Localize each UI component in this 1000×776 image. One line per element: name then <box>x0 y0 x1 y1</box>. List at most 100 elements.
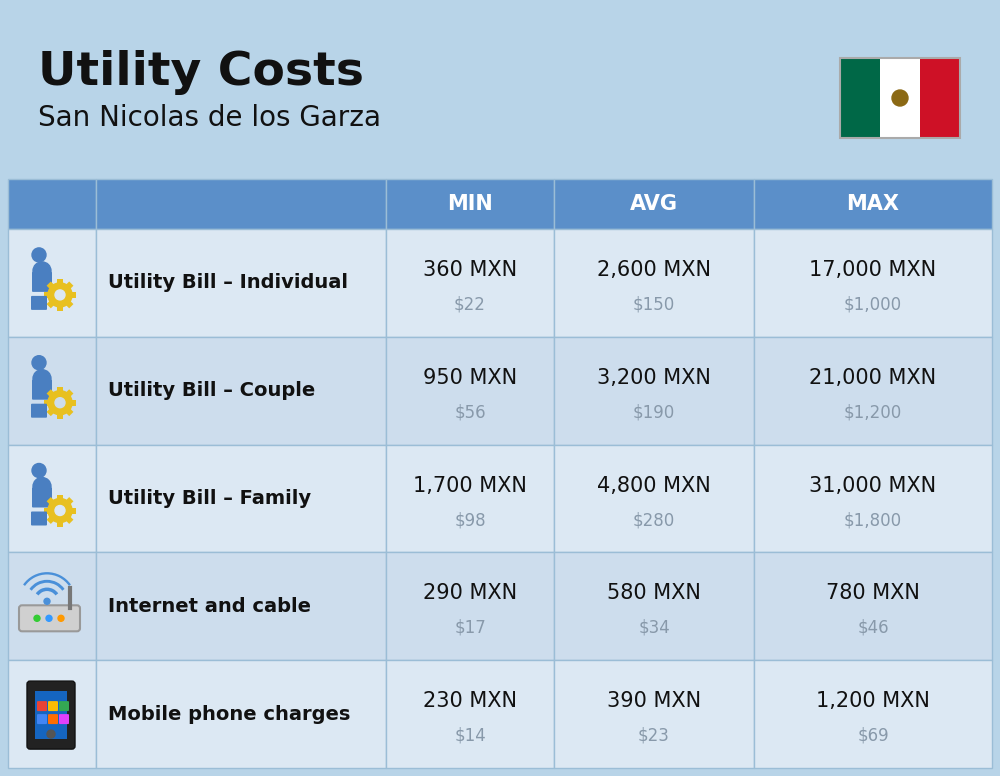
Bar <box>96 179 386 229</box>
Circle shape <box>34 615 40 622</box>
Bar <box>65 497 73 505</box>
Bar <box>754 660 992 768</box>
Circle shape <box>32 248 46 262</box>
Text: 31,000 MXN: 31,000 MXN <box>809 476 937 496</box>
Text: $190: $190 <box>633 404 675 421</box>
Bar <box>754 229 992 337</box>
Bar <box>96 229 386 337</box>
Text: Internet and cable: Internet and cable <box>108 597 311 616</box>
Bar <box>96 337 386 445</box>
Bar <box>386 553 554 660</box>
Bar <box>554 229 754 337</box>
Bar <box>880 58 920 138</box>
Text: MAX: MAX <box>846 194 900 214</box>
Bar <box>8 553 96 660</box>
FancyBboxPatch shape <box>48 701 58 711</box>
Bar <box>35 691 67 739</box>
Circle shape <box>55 290 65 300</box>
Text: 580 MXN: 580 MXN <box>607 584 701 604</box>
Bar <box>57 305 63 311</box>
FancyBboxPatch shape <box>59 701 69 711</box>
Text: 1,200 MXN: 1,200 MXN <box>816 691 930 711</box>
Text: MIN: MIN <box>447 194 493 214</box>
Text: Utility Costs: Utility Costs <box>38 50 364 95</box>
Bar <box>57 494 63 501</box>
Bar <box>754 179 992 229</box>
Bar <box>70 400 76 406</box>
FancyBboxPatch shape <box>32 272 52 292</box>
Bar <box>386 660 554 768</box>
FancyBboxPatch shape <box>37 701 47 711</box>
Bar <box>754 337 992 445</box>
Bar <box>96 445 386 553</box>
Text: 21,000 MXN: 21,000 MXN <box>809 368 937 388</box>
Circle shape <box>33 477 51 496</box>
Bar <box>386 445 554 553</box>
Text: 290 MXN: 290 MXN <box>423 584 517 604</box>
Bar <box>8 229 96 337</box>
Text: $56: $56 <box>454 404 486 421</box>
Circle shape <box>48 390 72 414</box>
FancyBboxPatch shape <box>48 714 58 724</box>
Circle shape <box>48 283 72 307</box>
Text: $14: $14 <box>454 726 486 745</box>
Bar <box>44 400 50 406</box>
Text: $1,000: $1,000 <box>844 296 902 314</box>
Bar <box>554 553 754 660</box>
Text: 950 MXN: 950 MXN <box>423 368 517 388</box>
Bar <box>57 279 63 285</box>
Bar <box>96 553 386 660</box>
Text: 780 MXN: 780 MXN <box>826 584 920 604</box>
FancyBboxPatch shape <box>31 404 47 417</box>
Text: 4,800 MXN: 4,800 MXN <box>597 476 711 496</box>
Text: San Nicolas de los Garza: San Nicolas de los Garza <box>38 104 381 132</box>
Bar <box>554 337 754 445</box>
Bar <box>65 300 73 308</box>
Bar <box>920 58 960 138</box>
Circle shape <box>33 262 51 280</box>
FancyBboxPatch shape <box>37 714 47 724</box>
Circle shape <box>44 598 50 605</box>
Bar <box>554 179 754 229</box>
Text: $69: $69 <box>857 726 889 745</box>
Bar <box>754 553 992 660</box>
Bar <box>8 337 96 445</box>
Circle shape <box>47 730 55 738</box>
Text: 3,200 MXN: 3,200 MXN <box>597 368 711 388</box>
Text: $1,200: $1,200 <box>844 404 902 421</box>
Text: 360 MXN: 360 MXN <box>423 260 517 280</box>
Text: Mobile phone charges: Mobile phone charges <box>108 705 350 723</box>
Bar <box>44 292 50 298</box>
Text: $34: $34 <box>638 619 670 637</box>
FancyBboxPatch shape <box>32 379 52 400</box>
Bar <box>70 292 76 298</box>
Text: $22: $22 <box>454 296 486 314</box>
Circle shape <box>58 615 64 622</box>
Text: $17: $17 <box>454 619 486 637</box>
Circle shape <box>55 398 65 407</box>
Bar <box>8 660 96 768</box>
Bar <box>65 390 73 398</box>
Bar <box>47 300 55 308</box>
Text: $280: $280 <box>633 511 675 529</box>
FancyBboxPatch shape <box>31 511 47 525</box>
Circle shape <box>32 463 46 477</box>
Bar <box>65 282 73 290</box>
Text: AVG: AVG <box>630 194 678 214</box>
Bar <box>57 521 63 526</box>
Bar <box>840 58 880 138</box>
Text: 2,600 MXN: 2,600 MXN <box>597 260 711 280</box>
Bar <box>44 508 50 514</box>
Text: $150: $150 <box>633 296 675 314</box>
Text: 230 MXN: 230 MXN <box>423 691 517 711</box>
Text: Utility Bill – Individual: Utility Bill – Individual <box>108 273 348 293</box>
Bar <box>386 229 554 337</box>
FancyBboxPatch shape <box>32 487 52 508</box>
FancyBboxPatch shape <box>19 605 80 632</box>
Bar <box>47 407 55 416</box>
Bar <box>57 386 63 393</box>
Circle shape <box>55 505 65 515</box>
Text: 390 MXN: 390 MXN <box>607 691 701 711</box>
Bar <box>554 660 754 768</box>
Bar <box>754 445 992 553</box>
